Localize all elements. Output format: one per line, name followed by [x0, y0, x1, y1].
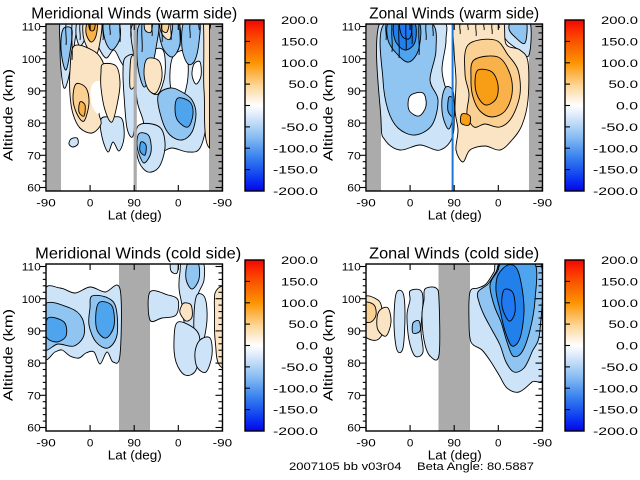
svg-text:150.0: 150.0 [601, 37, 638, 49]
svg-text:0.0: 0.0 [296, 341, 318, 353]
svg-text:Meridional Winds (warm side): Meridional Winds (warm side) [31, 5, 237, 22]
svg-text:90: 90 [347, 326, 361, 338]
svg-text:110: 110 [342, 22, 361, 34]
svg-text:-90: -90 [533, 437, 553, 449]
svg-text:90: 90 [447, 437, 461, 449]
svg-text:Lat (deg): Lat (deg) [428, 209, 482, 223]
svg-text:90: 90 [127, 437, 141, 449]
svg-text:-200.0: -200.0 [593, 186, 638, 198]
svg-text:100: 100 [342, 294, 361, 306]
svg-text:-50.0: -50.0 [281, 122, 318, 134]
svg-text:0.0: 0.0 [616, 101, 638, 113]
svg-text:0.0: 0.0 [296, 101, 318, 113]
svg-text:0: 0 [175, 437, 182, 449]
svg-text:-100.0: -100.0 [273, 143, 318, 155]
svg-text:0.0: 0.0 [616, 341, 638, 353]
svg-text:110: 110 [342, 262, 361, 274]
svg-text:90: 90 [27, 86, 41, 98]
svg-text:80: 80 [27, 358, 41, 370]
svg-text:-100.0: -100.0 [273, 383, 318, 395]
svg-text:90: 90 [127, 197, 141, 209]
svg-text:90: 90 [27, 326, 41, 338]
svg-text:-50.0: -50.0 [601, 362, 638, 374]
svg-text:0: 0 [87, 197, 94, 209]
svg-text:100.0: 100.0 [601, 58, 638, 70]
svg-text:60: 60 [347, 423, 361, 435]
svg-text:-90: -90 [213, 437, 233, 449]
svg-text:Beta Angle: 80.5887: Beta Angle: 80.5887 [417, 461, 534, 473]
svg-text:-150.0: -150.0 [273, 405, 318, 417]
svg-text:150.0: 150.0 [281, 37, 318, 49]
svg-text:80: 80 [27, 118, 41, 130]
svg-text:-90: -90 [356, 437, 376, 449]
svg-text:-150.0: -150.0 [593, 405, 638, 417]
svg-text:110: 110 [22, 22, 41, 34]
svg-text:-100.0: -100.0 [593, 383, 638, 395]
svg-text:100: 100 [342, 54, 361, 66]
svg-text:100.0: 100.0 [281, 298, 318, 310]
svg-text:-100.0: -100.0 [593, 143, 638, 155]
svg-text:0: 0 [407, 437, 414, 449]
svg-text:Altitude (km): Altitude (km) [322, 69, 336, 161]
svg-text:-200.0: -200.0 [593, 426, 638, 438]
svg-text:-90: -90 [36, 437, 56, 449]
svg-text:Zonal Winds (warm side): Zonal Winds (warm side) [369, 5, 539, 22]
svg-text:0: 0 [495, 197, 502, 209]
svg-text:50.0: 50.0 [609, 319, 639, 331]
svg-text:100: 100 [22, 54, 41, 66]
svg-text:150.0: 150.0 [601, 277, 638, 289]
svg-text:150.0: 150.0 [281, 277, 318, 289]
svg-text:200.0: 200.0 [281, 255, 318, 267]
svg-text:-50.0: -50.0 [601, 122, 638, 134]
svg-text:-150.0: -150.0 [593, 165, 638, 177]
svg-text:80: 80 [347, 358, 361, 370]
svg-text:80: 80 [347, 118, 361, 130]
svg-text:0: 0 [87, 437, 94, 449]
svg-text:Lat (deg): Lat (deg) [428, 449, 482, 463]
svg-text:50.0: 50.0 [289, 79, 319, 91]
svg-text:-200.0: -200.0 [273, 426, 318, 438]
svg-text:100.0: 100.0 [601, 298, 638, 310]
svg-text:200.0: 200.0 [281, 15, 318, 27]
svg-text:-200.0: -200.0 [273, 186, 318, 198]
svg-text:Altitude (km): Altitude (km) [2, 69, 16, 161]
svg-text:100: 100 [22, 294, 41, 306]
svg-text:-90: -90 [36, 197, 56, 209]
svg-text:50.0: 50.0 [289, 319, 319, 331]
svg-text:0: 0 [495, 437, 502, 449]
svg-text:Meridional Winds (cold side): Meridional Winds (cold side) [35, 245, 241, 262]
svg-text:110: 110 [22, 262, 41, 274]
svg-text:-90: -90 [356, 197, 376, 209]
svg-text:70: 70 [347, 150, 361, 162]
svg-text:-50.0: -50.0 [281, 362, 318, 374]
svg-text:60: 60 [347, 183, 361, 195]
svg-text:-90: -90 [533, 197, 553, 209]
svg-text:Altitude (km): Altitude (km) [322, 309, 336, 401]
svg-text:70: 70 [27, 390, 41, 402]
svg-text:Lat (deg): Lat (deg) [108, 209, 162, 223]
svg-text:Lat (deg): Lat (deg) [108, 449, 162, 463]
svg-text:90: 90 [447, 197, 461, 209]
svg-text:-150.0: -150.0 [273, 165, 318, 177]
svg-text:200.0: 200.0 [601, 15, 638, 27]
svg-text:0: 0 [407, 197, 414, 209]
svg-text:100.0: 100.0 [281, 58, 318, 70]
svg-text:50.0: 50.0 [609, 79, 639, 91]
svg-text:90: 90 [347, 86, 361, 98]
svg-text:60: 60 [27, 423, 41, 435]
svg-text:200.0: 200.0 [601, 255, 638, 267]
svg-text:Altitude (km): Altitude (km) [2, 309, 16, 401]
svg-text:60: 60 [27, 183, 41, 195]
svg-text:Zonal Winds (cold side): Zonal Winds (cold side) [369, 245, 539, 262]
svg-text:2007105 bb v03r04: 2007105 bb v03r04 [289, 461, 402, 473]
svg-text:-90: -90 [213, 197, 233, 209]
svg-text:70: 70 [27, 150, 41, 162]
svg-text:70: 70 [347, 390, 361, 402]
svg-text:0: 0 [175, 197, 182, 209]
